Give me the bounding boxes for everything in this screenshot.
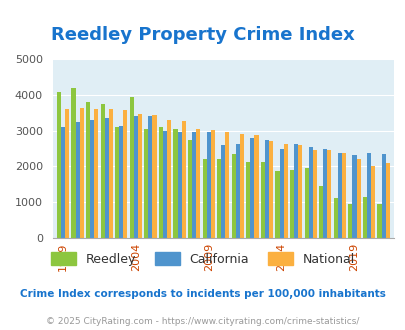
Bar (196, 129, 200, 238)
Bar (206, 132, 210, 238)
Bar (362, 197, 366, 238)
Bar (385, 163, 389, 238)
Bar (57, 92, 61, 238)
Text: © 2025 CityRating.com - https://www.cityrating.com/crime-statistics/: © 2025 CityRating.com - https://www.city… (46, 317, 359, 326)
Bar (260, 162, 264, 238)
Bar (109, 109, 113, 238)
Bar (134, 116, 138, 238)
Bar (86, 102, 90, 238)
Bar (341, 153, 345, 238)
Bar (254, 135, 258, 238)
Bar (381, 154, 385, 238)
Bar (269, 141, 273, 238)
Bar (90, 120, 94, 238)
Bar (75, 122, 79, 238)
Bar (115, 127, 119, 238)
Bar (246, 162, 250, 238)
Bar (279, 149, 283, 238)
Bar (71, 88, 75, 238)
Bar (231, 154, 235, 238)
Bar (202, 159, 206, 238)
Bar (239, 134, 243, 238)
Bar (217, 159, 221, 238)
Bar (104, 118, 109, 238)
Bar (177, 132, 181, 238)
Legend: Reedley, California, National: Reedley, California, National (45, 247, 360, 271)
Bar (225, 132, 229, 238)
Bar (250, 138, 254, 238)
Bar (304, 168, 308, 238)
Bar (352, 154, 356, 238)
Bar (312, 150, 316, 238)
Bar (377, 204, 381, 238)
Bar (293, 144, 298, 238)
Bar (192, 132, 196, 238)
Bar (144, 129, 148, 238)
Text: Reedley Property Crime Index: Reedley Property Crime Index (51, 26, 354, 44)
Bar (100, 104, 104, 238)
Bar (337, 153, 341, 238)
Bar (94, 109, 98, 238)
Bar (235, 144, 239, 238)
Bar (333, 198, 337, 238)
Bar (79, 108, 83, 238)
Bar (162, 131, 166, 238)
Bar (152, 115, 156, 238)
Bar (119, 126, 123, 238)
Bar (148, 116, 152, 238)
Bar (188, 140, 192, 238)
Bar (347, 204, 352, 238)
Bar (130, 97, 134, 238)
Bar (366, 153, 370, 238)
Bar (356, 159, 360, 238)
Bar (158, 127, 162, 238)
Bar (322, 148, 326, 238)
Bar (210, 130, 214, 238)
Bar (308, 147, 312, 238)
Bar (298, 145, 302, 238)
Bar (283, 144, 287, 238)
Bar (289, 170, 293, 238)
Bar (318, 186, 322, 238)
Text: Crime Index corresponds to incidents per 100,000 inhabitants: Crime Index corresponds to incidents per… (20, 288, 385, 299)
Bar (138, 114, 142, 238)
Bar (65, 109, 69, 238)
Bar (166, 120, 171, 238)
Bar (221, 145, 225, 238)
Bar (181, 121, 185, 238)
Bar (123, 110, 127, 238)
Bar (264, 140, 269, 238)
Bar (370, 166, 374, 238)
Bar (275, 171, 279, 238)
Bar (326, 150, 330, 238)
Bar (61, 127, 65, 238)
Bar (173, 129, 177, 238)
